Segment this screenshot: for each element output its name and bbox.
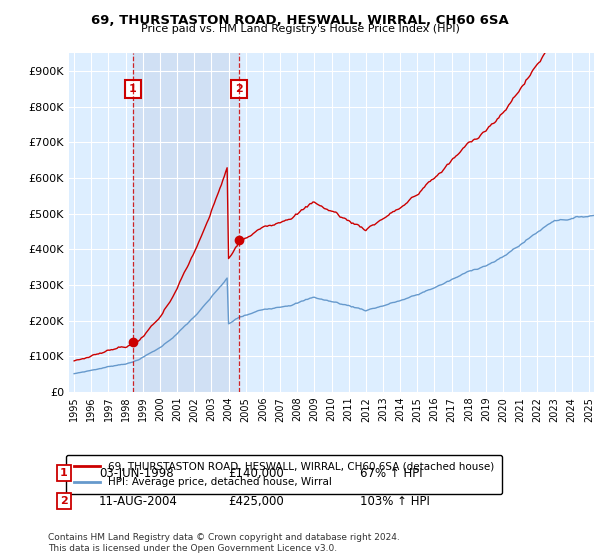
Text: 1: 1	[129, 84, 137, 94]
Text: Contains HM Land Registry data © Crown copyright and database right 2024.
This d: Contains HM Land Registry data © Crown c…	[48, 533, 400, 553]
Text: 2: 2	[235, 84, 243, 94]
Text: 11-AUG-2004: 11-AUG-2004	[99, 494, 178, 508]
Text: 1: 1	[60, 468, 68, 478]
Text: £425,000: £425,000	[228, 494, 284, 508]
Legend: 69, THURSTASTON ROAD, HESWALL, WIRRAL, CH60 6SA (detached house), HPI: Average p: 69, THURSTASTON ROAD, HESWALL, WIRRAL, C…	[67, 455, 502, 494]
Text: 67% ↑ HPI: 67% ↑ HPI	[360, 466, 422, 480]
Text: 103% ↑ HPI: 103% ↑ HPI	[360, 494, 430, 508]
Text: 2: 2	[60, 496, 68, 506]
Bar	[133, 53, 239, 392]
Text: 03-JUN-1998: 03-JUN-1998	[99, 466, 173, 480]
Text: 69, THURSTASTON ROAD, HESWALL, WIRRAL, CH60 6SA: 69, THURSTASTON ROAD, HESWALL, WIRRAL, C…	[91, 14, 509, 27]
Text: £140,000: £140,000	[228, 466, 284, 480]
Text: Price paid vs. HM Land Registry's House Price Index (HPI): Price paid vs. HM Land Registry's House …	[140, 24, 460, 34]
